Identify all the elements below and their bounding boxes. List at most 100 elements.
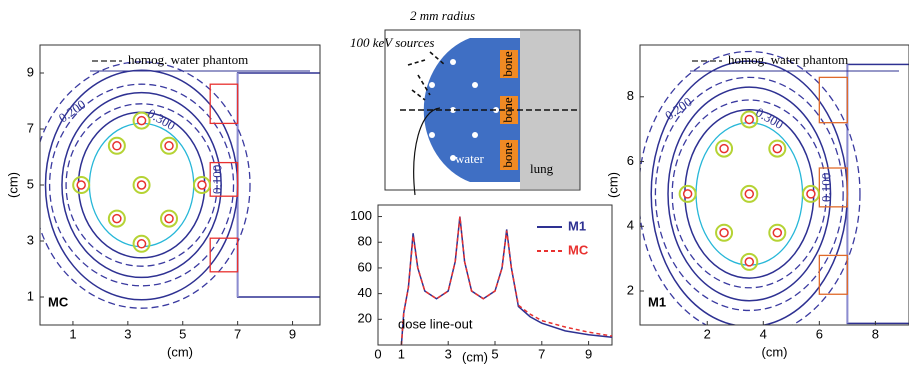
bone-insert — [209, 161, 239, 197]
source-ring — [740, 252, 759, 271]
source — [772, 227, 783, 238]
lung-boundary — [846, 63, 909, 325]
source — [472, 82, 478, 88]
source-ring — [715, 223, 734, 242]
y-tick-label: 6 — [627, 153, 634, 168]
source-ring — [768, 139, 787, 158]
bone-label: bone — [500, 97, 515, 123]
bone-label: bone — [500, 51, 515, 77]
y-tick-label: 8 — [627, 88, 634, 103]
data-line — [400, 216, 613, 346]
plot-area — [640, 50, 909, 325]
source — [450, 155, 456, 161]
source-ring — [132, 111, 151, 130]
x-tick-label: 5 — [491, 346, 498, 361]
reference-contour — [654, 76, 844, 312]
contour-label: 0.300 — [145, 105, 178, 133]
y-tick-label: 60 — [358, 259, 372, 274]
source-ring — [160, 209, 179, 228]
x-axis-label: (cm) — [762, 344, 788, 359]
x-tick-label: 4 — [760, 326, 767, 341]
region-label: water — [455, 151, 485, 166]
y-tick-label: 4 — [627, 218, 634, 233]
contour — [61, 91, 222, 279]
schematic: bone bone bone 2 mm radius 100 keV sources wa… — [350, 8, 581, 196]
y-tick-label: 80 — [358, 234, 372, 249]
source-ring — [107, 209, 126, 228]
reference-contour — [671, 99, 827, 289]
panel-label: MC — [48, 294, 69, 309]
x-tick-label: 5 — [179, 326, 186, 341]
x-tick-label: 9 — [289, 326, 296, 341]
source — [472, 132, 478, 138]
contour — [667, 86, 832, 302]
source — [450, 59, 456, 65]
y-axis-label: (cm) — [5, 172, 20, 198]
x-tick-label: 3 — [445, 346, 452, 361]
bone-label: bone — [500, 142, 515, 168]
source — [744, 257, 755, 267]
source — [682, 189, 693, 199]
source-ring — [192, 176, 211, 194]
source-ring — [801, 184, 820, 203]
x-tick-label: 3 — [124, 326, 131, 341]
source-arrow — [407, 59, 426, 66]
x-tick-label: 6 — [816, 326, 823, 341]
source-ring — [715, 139, 734, 158]
x-tick-label: 1 — [69, 326, 76, 341]
source — [744, 189, 755, 199]
x-axis-label: (cm) — [167, 344, 193, 359]
y-tick-label: 2 — [627, 282, 634, 297]
legend-label: MC — [568, 242, 589, 257]
source — [719, 227, 729, 238]
bone-insert — [500, 50, 518, 78]
reference-contour — [40, 61, 251, 309]
legend-label: M1 — [568, 218, 586, 233]
x-tick-label: 7 — [538, 346, 545, 361]
y-tick-label: 1 — [27, 288, 34, 303]
reference-contour — [48, 83, 235, 287]
y-tick-label: 5 — [27, 176, 34, 191]
source — [806, 189, 816, 199]
plot-frame — [639, 44, 909, 326]
source-arrow — [429, 51, 446, 66]
bone-insert — [818, 254, 849, 295]
source-ring — [132, 176, 151, 194]
bone-insert — [209, 83, 239, 125]
y-tick-label: 7 — [27, 120, 34, 135]
source — [197, 180, 207, 190]
x-axis-label: (cm) — [462, 349, 488, 364]
source — [76, 180, 86, 190]
x-tick-label: 0 — [374, 346, 381, 361]
source — [164, 141, 174, 151]
source — [429, 132, 435, 138]
legend-label: homog. water phantom — [128, 52, 248, 67]
y-tick-label: 3 — [27, 232, 34, 247]
source-ring — [768, 223, 787, 242]
source-ring — [160, 136, 179, 155]
source — [112, 213, 122, 224]
reference-contour — [65, 103, 218, 267]
source — [450, 107, 456, 113]
source-ring — [107, 136, 126, 155]
region-label: lung — [530, 161, 554, 176]
source-ring — [678, 184, 697, 203]
y-axis-label: (cm) — [605, 172, 620, 198]
contour-label: 0.100 — [819, 173, 834, 202]
annotation: dose line-out — [398, 316, 473, 331]
bone-insert — [818, 76, 849, 124]
source — [136, 239, 147, 249]
source-arrow — [417, 74, 431, 96]
source — [136, 180, 147, 190]
x-tick-label: 7 — [234, 326, 241, 341]
x-tick-label: 8 — [872, 326, 879, 341]
contour-label: 0.100 — [209, 165, 224, 194]
source-arrow — [411, 89, 426, 101]
panel-label: M1 — [648, 294, 666, 309]
source-ring — [132, 234, 151, 253]
y-tick-label: 20 — [358, 311, 372, 326]
legend-label: homog. water phantom — [728, 52, 848, 67]
bone-insert — [209, 237, 239, 273]
